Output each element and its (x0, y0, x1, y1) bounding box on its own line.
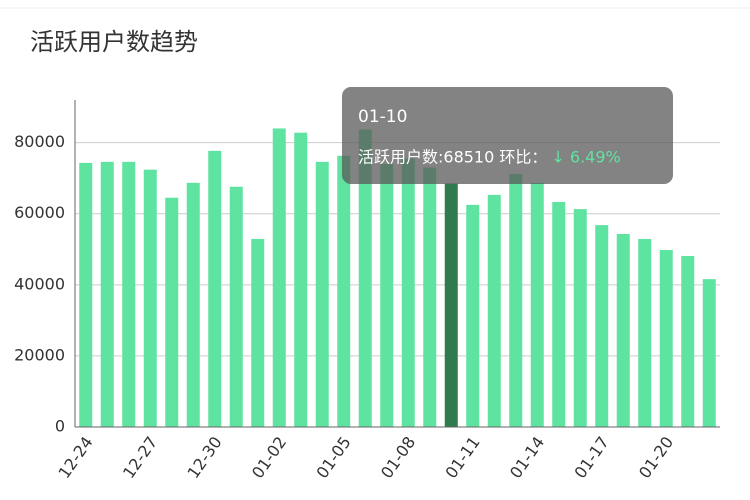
bar (616, 233, 630, 427)
tooltip-title: 01-10 (358, 107, 407, 127)
bar (143, 169, 157, 427)
x-tick-label: 01-08 (377, 433, 419, 482)
bar (573, 209, 587, 427)
y-tick-label: 0 (55, 417, 65, 436)
bar (444, 183, 458, 427)
bar (423, 167, 437, 428)
x-tick-label: 01-02 (248, 433, 290, 482)
bar (380, 163, 394, 427)
x-tick-label: 01-11 (441, 433, 483, 482)
bar (315, 161, 329, 428)
x-tick-label: 01-14 (506, 433, 548, 482)
bar (638, 238, 652, 427)
x-tick-label: 01-20 (635, 433, 677, 482)
y-tick-label: 60000 (14, 203, 65, 222)
bar (165, 197, 179, 427)
bar (229, 186, 243, 427)
x-tick-label: 12-27 (119, 433, 161, 482)
bar (251, 238, 265, 427)
bar (659, 249, 673, 427)
x-tick-label: 12-30 (183, 433, 225, 482)
bar (509, 173, 523, 427)
bar (702, 279, 716, 427)
bar (337, 155, 351, 427)
bar (681, 256, 695, 427)
x-tick-label: 12-24 (54, 433, 96, 482)
bar (294, 132, 308, 427)
y-tick-label: 80000 (14, 132, 65, 151)
bar (552, 202, 566, 427)
bar (122, 161, 136, 428)
bar (208, 150, 222, 427)
bar (530, 182, 544, 427)
tooltip-box (342, 87, 673, 184)
bar (595, 225, 609, 427)
tooltip: 01-10 活跃用户数:68510 环比： ↓ 6.49% (342, 87, 673, 184)
bar (466, 204, 480, 427)
bar (186, 182, 200, 427)
bar (401, 158, 415, 428)
tooltip-change: ↓ 6.49% (551, 148, 620, 167)
bar (272, 128, 286, 427)
x-tick-label: 01-05 (312, 433, 354, 482)
bar (100, 161, 114, 428)
x-tick-label: 01-17 (570, 433, 612, 482)
bar (358, 129, 372, 427)
bar (79, 162, 93, 427)
y-tick-label: 20000 (14, 345, 65, 364)
bar (487, 194, 501, 427)
chart-title: 活跃用户数趋势 (30, 28, 198, 56)
tooltip-text: 活跃用户数:68510 环比： (358, 148, 547, 167)
y-tick-label: 40000 (14, 274, 65, 293)
